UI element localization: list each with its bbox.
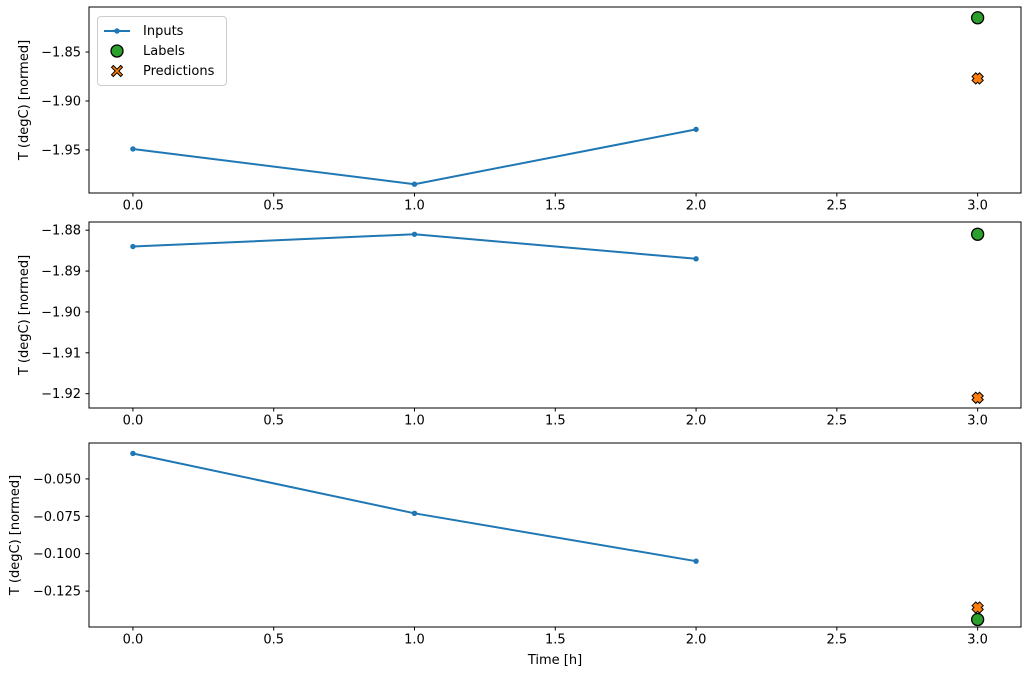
inputs-marker bbox=[411, 510, 418, 517]
legend-item-inputs: Inputs bbox=[104, 21, 214, 41]
y-tick-label: −1.95 bbox=[41, 143, 81, 158]
y-tick-label: −1.85 bbox=[41, 46, 81, 61]
y-tick-label: −1.90 bbox=[41, 305, 81, 320]
inputs-marker bbox=[130, 450, 136, 457]
plot-frame bbox=[88, 6, 1022, 194]
x-tick-label: 1.0 bbox=[404, 633, 425, 648]
x-tick-label: 3.0 bbox=[967, 633, 988, 648]
y-axis-label-subplot-1: T (degC) [normed] bbox=[17, 39, 32, 161]
predictions-marker bbox=[971, 601, 984, 614]
x-tick-label: 1.5 bbox=[545, 633, 566, 648]
inputs-marker bbox=[130, 243, 136, 250]
legend-label-predictions: Predictions bbox=[143, 63, 215, 79]
y-tick-label: −1.89 bbox=[41, 265, 81, 280]
inputs-marker bbox=[693, 256, 699, 262]
inputs-marker bbox=[130, 146, 136, 152]
x-tick-label: 0.5 bbox=[263, 199, 284, 214]
x-tick-label: 2.0 bbox=[686, 633, 707, 648]
y-axis-label-subplot-3: T (degC) [normed] bbox=[8, 474, 23, 596]
predictions-marker bbox=[971, 72, 984, 85]
legend-item-predictions: Predictions bbox=[104, 61, 214, 81]
legend: Inputs Labels Predictions bbox=[97, 16, 228, 86]
x-tick-label: 2.5 bbox=[827, 199, 848, 214]
x-tick-label: 1.0 bbox=[404, 199, 425, 214]
inputs-line-dot-icon bbox=[104, 27, 130, 35]
predictions-x-icon bbox=[104, 63, 130, 79]
y-tick-label: −1.92 bbox=[41, 387, 81, 402]
inputs-line bbox=[132, 452, 697, 563]
x-tick-label: 0.5 bbox=[263, 414, 284, 429]
x-tick-label: 3.0 bbox=[967, 199, 988, 214]
y-tick-label: −1.88 bbox=[41, 224, 81, 239]
x-tick-label: 3.0 bbox=[967, 414, 988, 429]
plot-frame bbox=[88, 442, 1022, 628]
y-axis-label-subplot-2: T (degC) [normed] bbox=[17, 254, 32, 376]
plot-frame bbox=[88, 221, 1022, 409]
y-tick-label: −0.075 bbox=[33, 510, 81, 525]
labels-circle-icon bbox=[104, 43, 130, 59]
x-tick-label: 2.5 bbox=[827, 633, 848, 648]
legend-label-inputs: Inputs bbox=[143, 23, 184, 39]
x-tick-label: 2.5 bbox=[827, 414, 848, 429]
inputs-marker bbox=[693, 558, 699, 564]
legend-label-labels: Labels bbox=[143, 43, 185, 59]
inputs-marker bbox=[693, 126, 699, 133]
x-tick-label: 2.0 bbox=[686, 414, 707, 429]
x-axis-label: Time [h] bbox=[527, 653, 583, 668]
labels-marker bbox=[970, 612, 985, 627]
labels-marker bbox=[970, 227, 985, 241]
y-tick-label: −1.90 bbox=[41, 94, 81, 109]
x-tick-label: 1.5 bbox=[545, 414, 566, 429]
x-tick-label: 1.0 bbox=[404, 414, 425, 429]
y-tick-label: −1.91 bbox=[41, 346, 81, 361]
x-tick-label: 0.0 bbox=[123, 199, 144, 214]
x-tick-label: 0.0 bbox=[123, 633, 144, 648]
x-tick-label: 0.0 bbox=[123, 414, 144, 429]
inputs-line bbox=[132, 128, 697, 186]
inputs-marker bbox=[411, 181, 418, 187]
inputs-line bbox=[132, 233, 697, 260]
legend-item-labels: Labels bbox=[104, 41, 214, 61]
y-tick-label: −0.100 bbox=[33, 547, 81, 562]
x-tick-label: 0.5 bbox=[263, 633, 284, 648]
y-tick-label: −0.125 bbox=[33, 585, 81, 600]
x-tick-label: 2.0 bbox=[686, 199, 707, 214]
y-tick-label: −0.050 bbox=[33, 472, 81, 487]
predictions-marker bbox=[971, 391, 984, 405]
labels-marker bbox=[970, 11, 985, 25]
inputs-marker bbox=[411, 231, 418, 237]
x-tick-label: 1.5 bbox=[545, 199, 566, 214]
